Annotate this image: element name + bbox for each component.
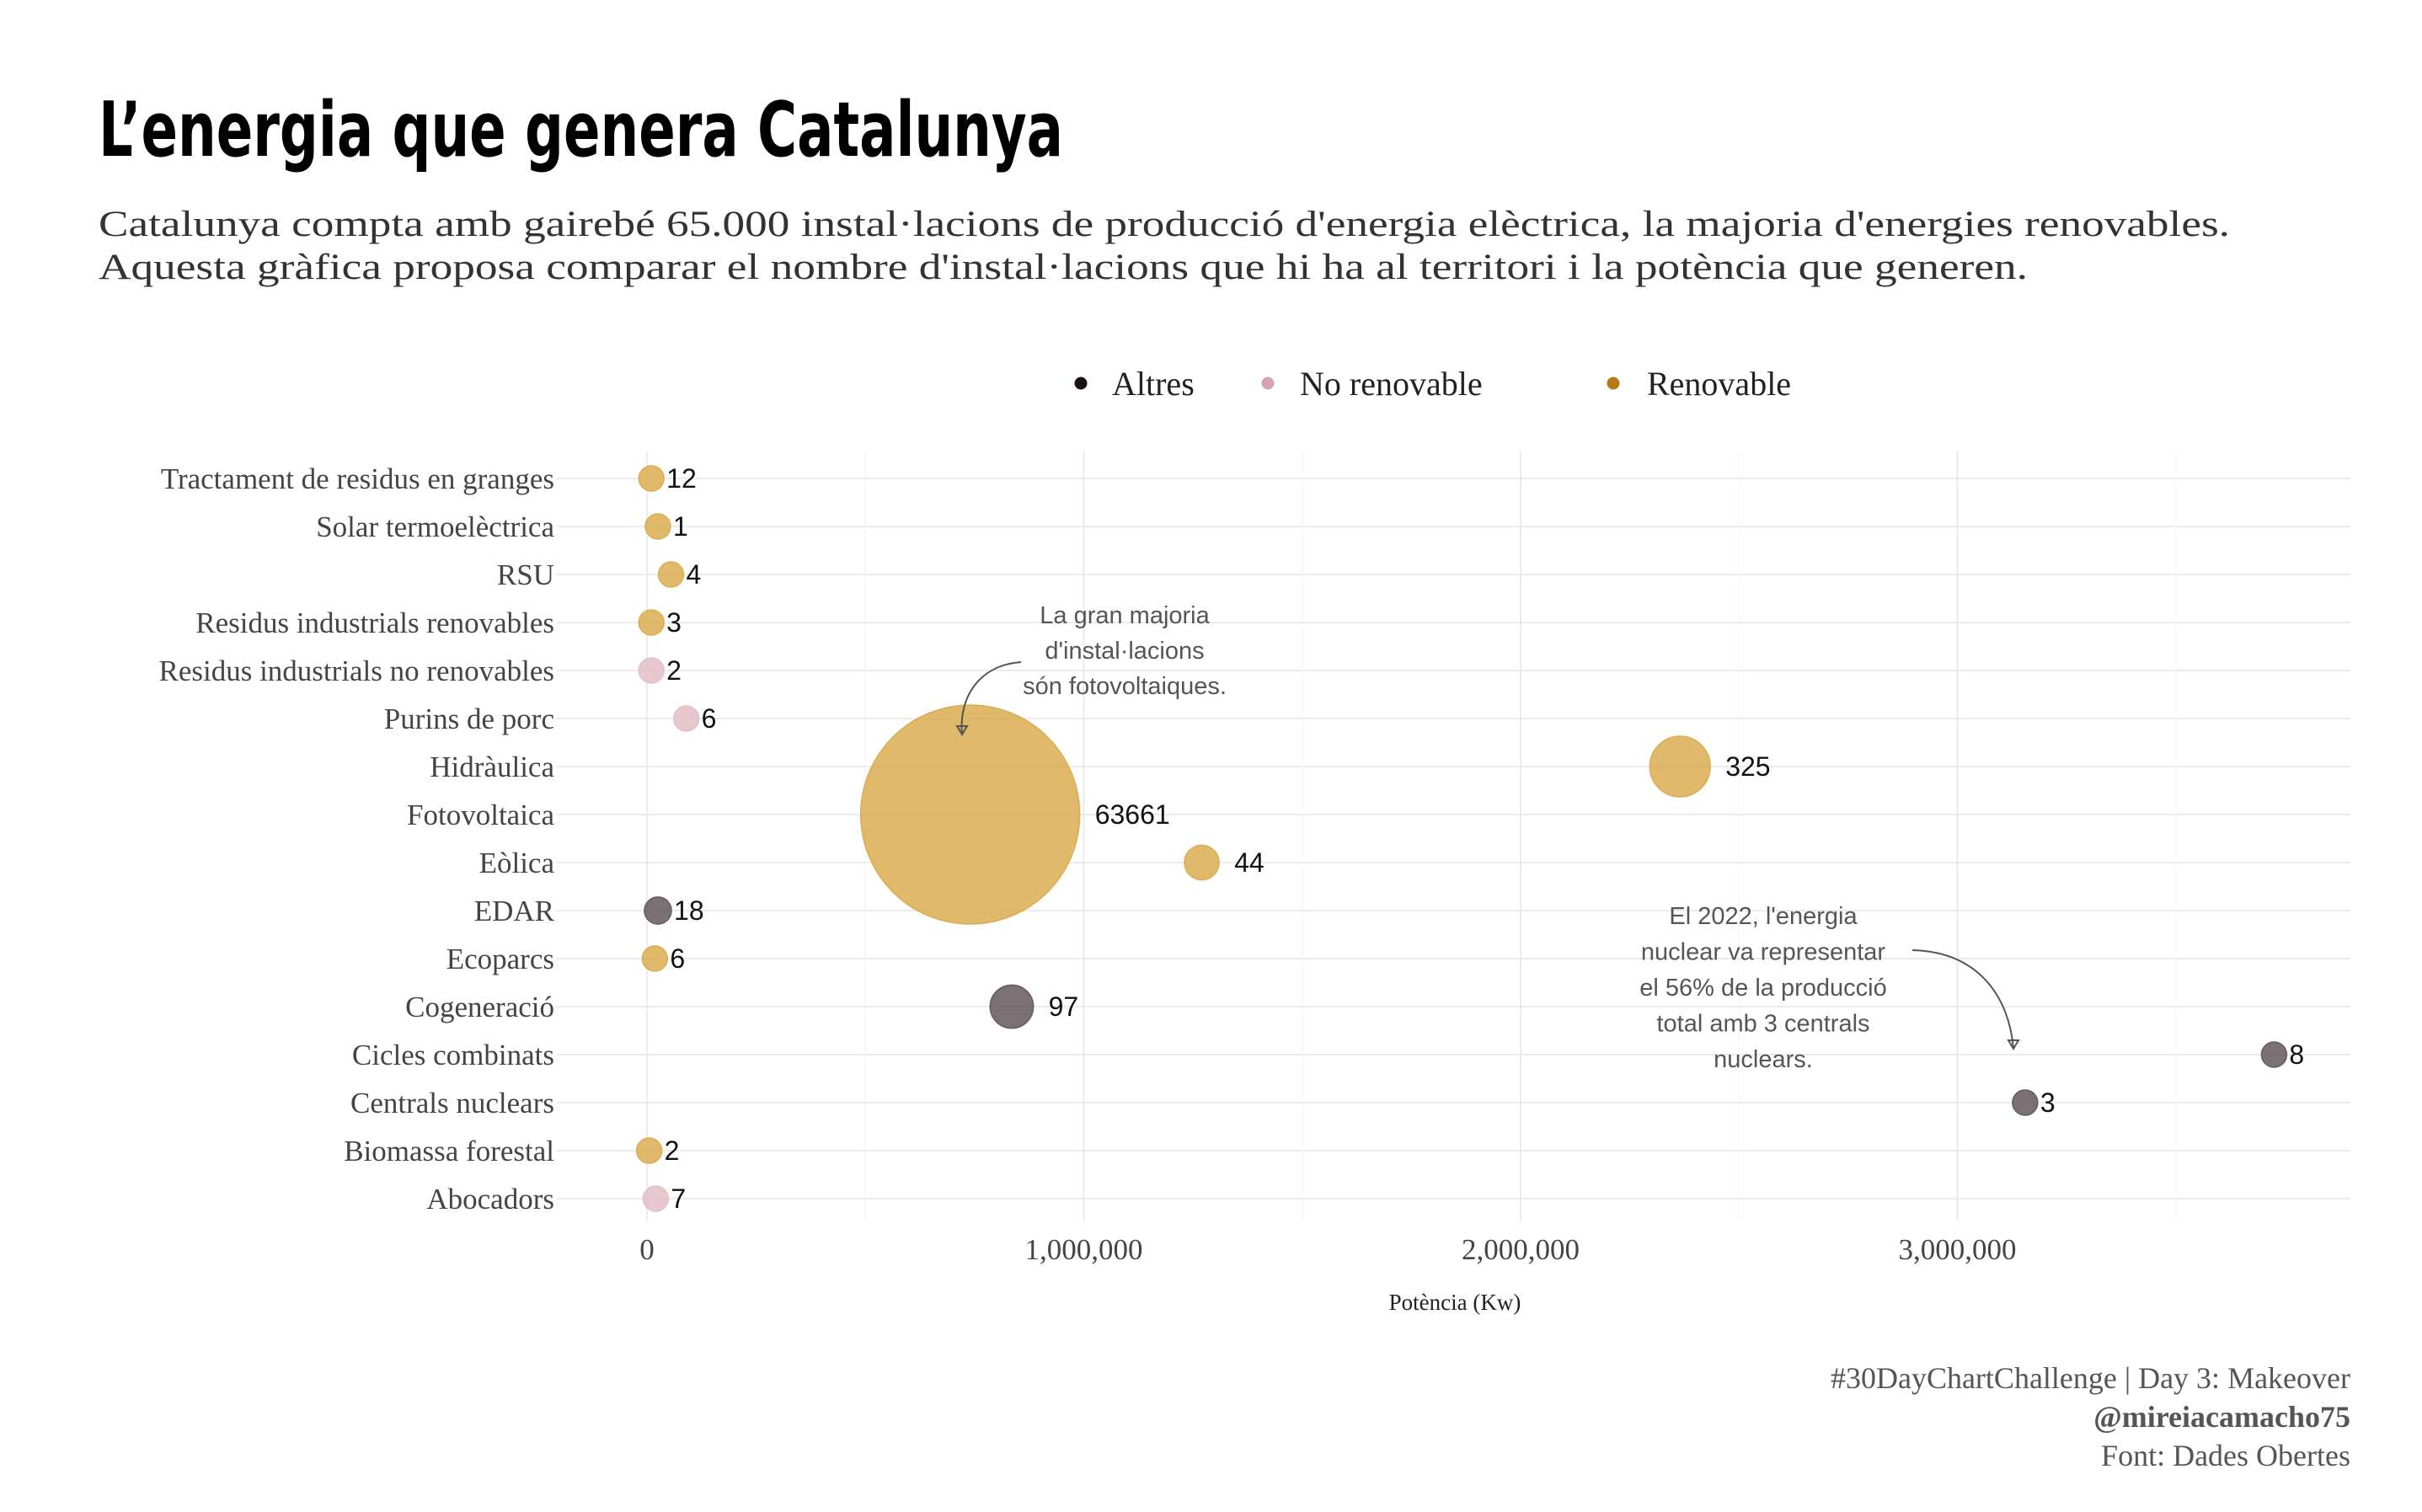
y-tick-label: Cicles combinats <box>352 1039 554 1071</box>
annotation-text: El 2022, l'energia <box>1669 903 1858 930</box>
bubble <box>859 704 1081 925</box>
bubble <box>635 1137 663 1164</box>
legend: Altres No renovable Renovable <box>1074 365 1791 403</box>
gridlines <box>556 451 2350 1221</box>
x-axis-ticks: 0 1,000,000 2,000,000 3,000,000 <box>639 1233 2016 1266</box>
annotation-text: són fotovoltaiques. <box>1023 673 1227 700</box>
data-label: 3 <box>2040 1087 2056 1118</box>
annotations: La gran majoria d'instal·lacions són fotov… <box>955 602 2020 1073</box>
annotation-arrow <box>1911 949 2014 1050</box>
annotation-text: d'instal·lacions <box>1045 638 1204 665</box>
x-tick-label: 3,000,000 <box>1899 1233 2017 1266</box>
annotation-text: total amb 3 centrals <box>1656 1011 1869 1038</box>
bubble <box>989 984 1035 1029</box>
data-label: 7 <box>671 1183 686 1214</box>
data-label: 3 <box>666 607 682 638</box>
legend-marker <box>1074 377 1088 390</box>
y-tick-label: Centrals nuclears <box>350 1087 554 1119</box>
bubble <box>657 561 685 588</box>
bubble <box>644 513 671 540</box>
data-label: 97 <box>1049 991 1079 1022</box>
y-tick-label: Abocadors <box>426 1183 554 1215</box>
legend-label: Altres <box>1112 365 1195 403</box>
bubble <box>1649 735 1711 798</box>
y-tick-label: Fotovoltaica <box>407 799 554 831</box>
y-tick-label: Residus industrials renovables <box>195 606 554 639</box>
legend-marker <box>1607 377 1620 390</box>
data-label: 2 <box>666 655 682 686</box>
chart-subtitle-line-2: Aquesta gràfica proposa comparar el nomb… <box>99 248 2028 287</box>
bubble <box>638 657 665 684</box>
legend-marker <box>1261 377 1275 390</box>
caption: #30DayChartChallenge | Day 3: Makeover @… <box>1831 1361 2350 1472</box>
data-label: 12 <box>666 463 697 494</box>
x-tick-label: 2,000,000 <box>1462 1233 1580 1266</box>
data-label: 6 <box>670 943 685 974</box>
annotation-text: el 56% de la producció <box>1639 975 1886 1002</box>
annotation-arrow <box>960 661 1022 735</box>
bubble <box>672 705 700 732</box>
caption-line-1: #30DayChartChallenge | Day 3: Makeover <box>1831 1361 2350 1395</box>
bubbles <box>635 465 2288 1212</box>
annotation-arrowhead <box>955 725 969 736</box>
y-tick-label: Purins de porc <box>384 703 554 735</box>
bubble <box>638 465 665 492</box>
legend-label: Renovable <box>1647 365 1791 403</box>
bubble <box>638 609 665 636</box>
chart-subtitle-line-1: Catalunya compta amb gairebé 65.000 inst… <box>99 205 2230 244</box>
legend-label: No renovable <box>1300 365 1483 403</box>
y-tick-label: Eòlica <box>479 847 555 879</box>
y-axis-labels: Tractament de residus en granges Solar te… <box>158 462 554 1215</box>
y-tick-label: Residus industrials no renovables <box>158 654 554 687</box>
data-label: 6 <box>702 703 717 734</box>
data-label: 18 <box>674 895 704 926</box>
y-tick-label: Hidràulica <box>430 751 554 783</box>
y-tick-label: Solar termoelèctrica <box>316 510 554 543</box>
data-label: 2 <box>665 1135 680 1166</box>
data-label: 8 <box>2289 1039 2304 1070</box>
y-tick-label: Ecoparcs <box>446 943 554 975</box>
caption-source: Font: Dades Obertes <box>2101 1439 2350 1472</box>
y-tick-label: Cogeneració <box>405 991 554 1023</box>
data-label: 1 <box>673 511 688 542</box>
x-tick-label: 1,000,000 <box>1025 1233 1143 1266</box>
data-label: 325 <box>1725 751 1770 782</box>
bubble <box>2260 1041 2288 1068</box>
data-label: 44 <box>1234 847 1264 878</box>
caption-author: @mireiacamacho75 <box>2093 1400 2350 1434</box>
y-tick-label: EDAR <box>474 895 555 927</box>
x-tick-label: 0 <box>639 1233 655 1266</box>
bubble <box>644 896 672 925</box>
chart-header: L’energia que genera Catalunya Catalunya… <box>99 86 2230 287</box>
bubble <box>641 945 669 972</box>
annotation-text: nuclear va representar <box>1641 939 1885 966</box>
data-label: 63661 <box>1095 799 1170 830</box>
bubble <box>2012 1089 2039 1116</box>
chart-title: L’energia que genera Catalunya <box>99 86 1063 174</box>
y-tick-label: Biomassa forestal <box>344 1135 554 1167</box>
annotation-text: nuclears. <box>1714 1046 1813 1073</box>
bubble <box>642 1185 670 1212</box>
y-tick-label: RSU <box>497 558 554 591</box>
y-tick-label: Tractament de residus en granges <box>161 462 554 495</box>
bubble <box>1184 844 1220 881</box>
annotation-arrowhead <box>2007 1039 2020 1050</box>
annotation-text: La gran majoria <box>1040 602 1210 629</box>
x-axis-title: Potència (Kw) <box>1389 1290 1521 1315</box>
data-label: 4 <box>687 559 702 590</box>
